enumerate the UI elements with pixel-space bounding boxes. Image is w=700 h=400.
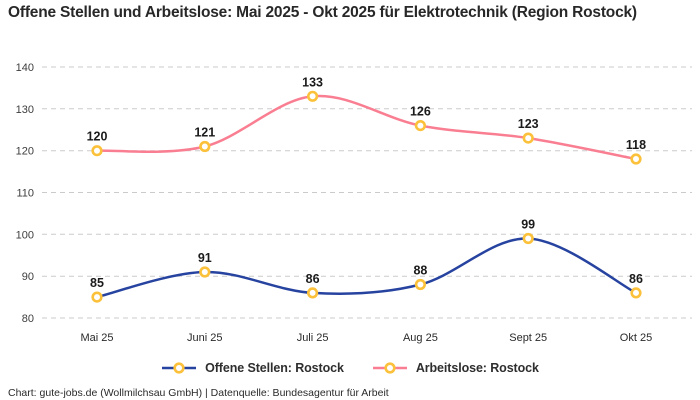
data-point-marker[interactable] [199,140,211,153]
y-axis-tick-label: 100 [16,229,34,241]
data-point-label: 120 [87,130,108,144]
y-axis-tick-label: 120 [16,146,34,158]
legend-item-offene-stellen-rostock[interactable]: Offene Stellen: Rostock [161,361,344,375]
data-point-label: 91 [198,251,212,265]
x-axis-tick-label: Juni 25 [187,332,222,344]
data-point-label: 121 [194,126,215,140]
legend-label: Offene Stellen: Rostock [205,361,344,375]
x-axis-tick-label: Juli 25 [297,332,329,344]
legend-label: Arbeitslose: Rostock [415,361,539,375]
data-point-label: 118 [626,138,646,152]
y-axis-tick-label: 90 [22,271,34,283]
series-line-1 [95,94,638,161]
series-line-0 [95,237,638,299]
x-axis-tick-label: Aug 25 [403,332,438,344]
chart-title: Offene Stellen und Arbeitslose: Mai 2025… [8,4,637,21]
data-point-marker[interactable] [199,266,211,278]
legend-line-marker-icon [372,362,407,374]
x-axis-tick-label: Okt 25 [620,332,652,344]
y-axis-tick-label: 80 [22,313,34,325]
y-axis-tick-label: 140 [16,62,34,74]
y-axis-tick-label: 110 [16,188,34,200]
data-point-marker[interactable] [630,287,642,299]
x-axis-tick-label: Sept 25 [509,332,547,344]
data-point-label: 85 [90,276,104,290]
data-point-marker[interactable] [630,153,642,165]
data-point-label: 99 [521,218,535,232]
data-point-marker[interactable] [522,232,534,245]
data-point-label: 126 [410,105,431,119]
y-axis-tick-label: 130 [16,104,34,116]
line-chart-plot: 80 90 100 110 120 130 140 Mai 25 Juni 25 Juli 25 A… [16,62,692,344]
data-point-label: 123 [518,117,539,131]
x-axis-tick-label: Mai 25 [80,332,113,344]
attribution-footer: Chart: gute-jobs.de (Wollmilchsau GmbH) … [8,387,389,399]
data-point-marker[interactable] [414,278,427,291]
data-point-marker[interactable] [414,119,427,132]
data-point-marker[interactable] [91,145,103,157]
data-point-marker[interactable] [91,291,103,303]
data-point-marker[interactable] [307,90,319,102]
legend-item-arbeitslose-rostock[interactable]: Arbeitslose: Rostock [372,361,539,375]
data-point-label: 86 [629,272,643,286]
data-point-label: 86 [306,272,320,286]
data-point-marker[interactable] [522,132,534,144]
data-point-label: 133 [302,75,323,89]
legend-line-marker-icon [162,362,197,374]
chart-legend: Offene Stellen: Rostock Arbeitslose: Rost… [0,361,700,375]
data-point-marker[interactable] [307,287,319,299]
data-point-label: 88 [413,264,427,278]
